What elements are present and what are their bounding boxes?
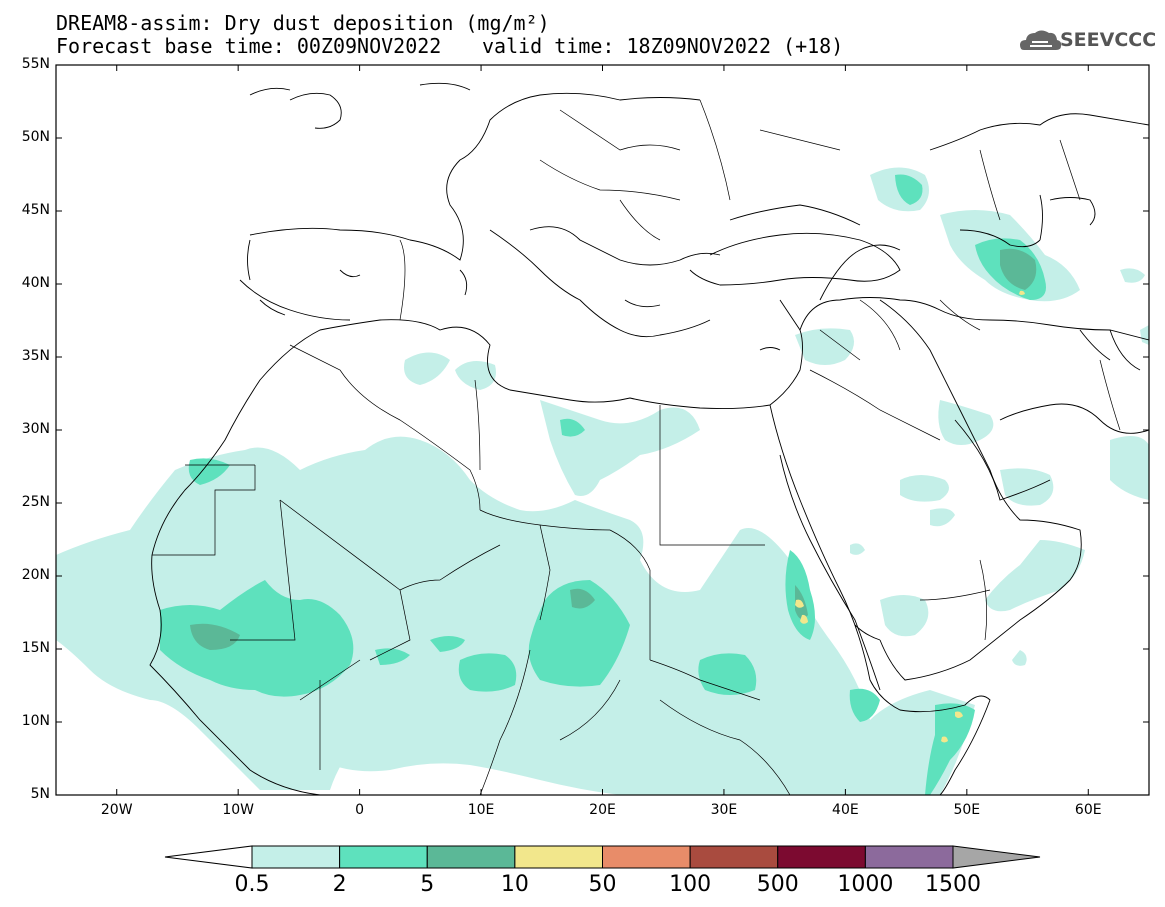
lat-label: 40N xyxy=(21,275,50,291)
lon-label: 40E xyxy=(832,802,859,818)
colorbar-box xyxy=(514,845,603,869)
lat-label: 15N xyxy=(21,640,50,656)
colorbar-label: 100 xyxy=(669,872,712,897)
colorbar-label: 1000 xyxy=(837,872,894,897)
lat-label: 50N xyxy=(21,129,50,145)
deposition-level-10 xyxy=(795,290,1025,743)
colorbar-label: 50 xyxy=(588,872,617,897)
lon-label: 10E xyxy=(467,802,495,818)
lon-label: 10W xyxy=(222,802,254,818)
lon-label: 0 xyxy=(355,802,365,818)
colorbar-label: 500 xyxy=(756,872,799,897)
colorbar-label: 1500 xyxy=(925,872,981,897)
forecast-base-time: Forecast base time: 00Z09NOV2022 xyxy=(56,34,442,58)
coastlines xyxy=(149,82,1149,795)
colorbar-box xyxy=(602,845,691,869)
cloud-logo-icon xyxy=(1020,30,1062,50)
lat-label: 10N xyxy=(21,713,50,729)
colorbar-box xyxy=(777,845,866,869)
colorbar-label: 10 xyxy=(500,872,529,897)
lat-label: 35N xyxy=(21,348,50,364)
deposition-level-2 xyxy=(160,174,1046,795)
colorbar-label: 0.5 xyxy=(234,872,270,897)
colorbar-box xyxy=(864,845,954,869)
lon-label: 50E xyxy=(953,802,981,818)
colorbar-label: 5 xyxy=(420,872,435,897)
lat-label: 30N xyxy=(21,421,50,437)
colorbar-box xyxy=(339,845,428,869)
country-borders xyxy=(152,99,1121,795)
colorbar-box xyxy=(251,845,341,869)
valid-time: valid time: 18Z09NOV2022 (+18) xyxy=(482,34,844,58)
seevccc-logo: SEEVCCC xyxy=(1060,29,1157,51)
colorbar-high-triangle xyxy=(952,845,1041,869)
lat-label: 25N xyxy=(21,494,50,510)
lon-label: 30E xyxy=(710,802,738,818)
colorbar-label: 2 xyxy=(332,872,347,897)
colorbar-box xyxy=(689,845,779,869)
lon-label: 20E xyxy=(589,802,616,818)
colorbar xyxy=(164,845,1041,869)
colorbar-low-triangle xyxy=(164,845,253,869)
lat-label: 5N xyxy=(30,786,50,802)
lat-label: 55N xyxy=(21,56,50,72)
lon-label: 60E xyxy=(1074,802,1102,818)
lon-label: 20W xyxy=(100,802,133,818)
lat-label: 20N xyxy=(21,567,50,583)
colorbar-box xyxy=(426,845,516,869)
map-title: DREAM8-assim: Dry dust deposition (mg/m²… xyxy=(56,11,550,35)
lat-label: 45N xyxy=(21,202,50,218)
